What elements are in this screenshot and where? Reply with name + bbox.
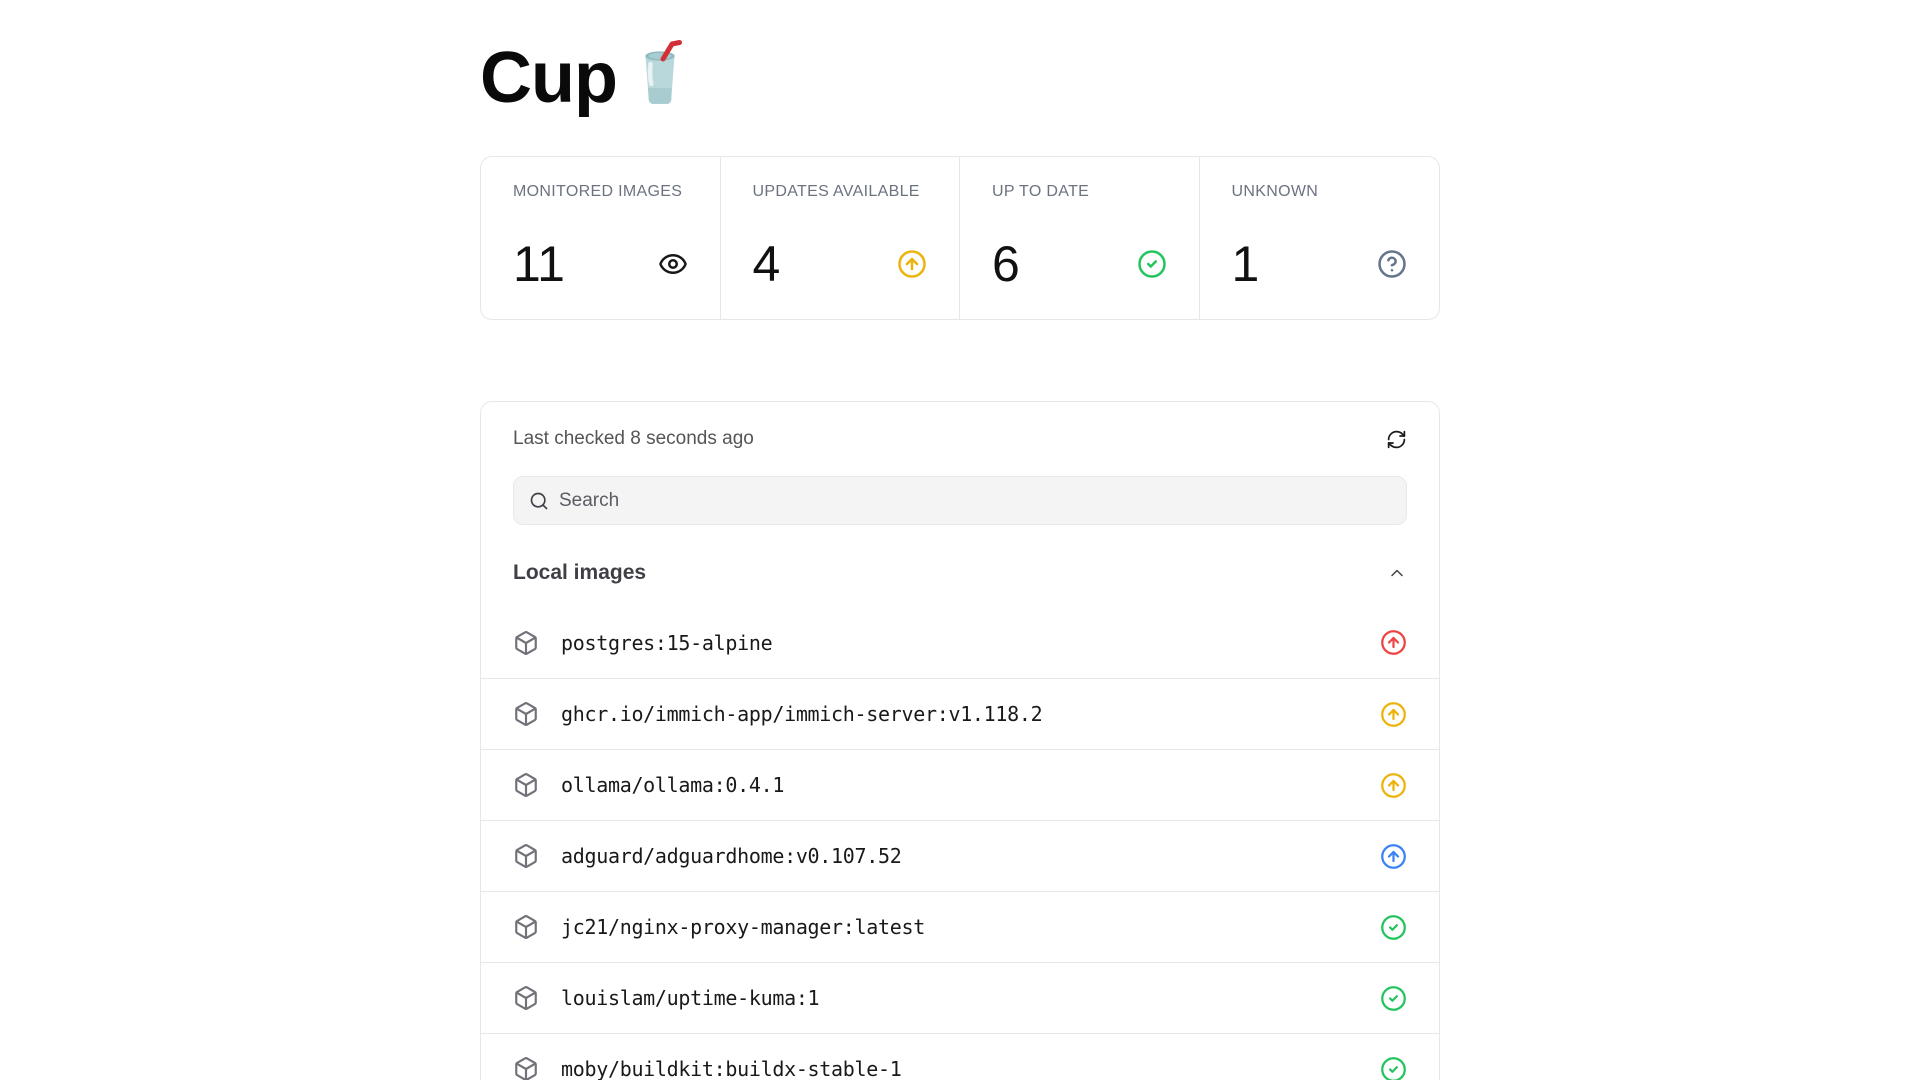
- list-item[interactable]: ghcr.io/immich-app/immich-server:v1.118.…: [481, 678, 1439, 749]
- stat-value: 4: [752, 236, 781, 292]
- search-input[interactable]: [559, 489, 1391, 512]
- stat-value: 11: [513, 236, 565, 292]
- box-icon: [515, 630, 537, 655]
- section-title: Local images: [513, 561, 647, 584]
- search-bar[interactable]: [513, 476, 1407, 525]
- page-header: Cup: [480, 38, 1440, 118]
- list-item[interactable]: louislam/uptime-kuma:1: [481, 962, 1439, 1033]
- circle-check-icon: [1137, 250, 1166, 278]
- image-name: ghcr.io/immich-app/immich-server:v1.118.…: [561, 702, 1043, 726]
- panel-header: Last checked 8 seconds ago: [481, 402, 1439, 450]
- stat-updates-available: UPDATES AVAILABLE 4: [721, 157, 960, 319]
- refresh-icon: [1387, 430, 1406, 448]
- image-name: jc21/nginx-proxy-manager:latest: [561, 915, 925, 939]
- circle-check-icon: [1381, 914, 1406, 940]
- image-name: moby/buildkit:buildx-stable-1: [561, 1057, 902, 1080]
- cup-with-straw-emoji: [645, 40, 682, 104]
- list-item[interactable]: moby/buildkit:buildx-stable-1: [481, 1033, 1439, 1080]
- app-title: Cup: [480, 38, 618, 118]
- stat-label: MONITORED IMAGES: [513, 183, 683, 200]
- circle-check-icon: [1381, 985, 1406, 1011]
- list-item[interactable]: ollama/ollama:0.4.1: [481, 749, 1439, 820]
- image-name: louislam/uptime-kuma:1: [561, 986, 820, 1010]
- image-name: postgres:15-alpine: [561, 630, 773, 655]
- images-panel: Last checked 8 seconds ago Local images …: [480, 401, 1440, 1080]
- list-item[interactable]: postgres:15-alpine: [481, 607, 1439, 678]
- stat-value: 6: [992, 236, 1020, 292]
- last-checked-text: Last checked 8 seconds ago: [513, 428, 754, 449]
- refresh-button[interactable]: [1386, 429, 1407, 450]
- box-icon: [515, 702, 537, 726]
- stat-unknown: UNKNOWN 1: [1200, 157, 1440, 319]
- list-item[interactable]: jc21/nginx-proxy-manager:latest: [481, 891, 1439, 962]
- eye-icon: [658, 254, 687, 274]
- image-name: ollama/ollama:0.4.1: [561, 773, 785, 797]
- box-icon: [515, 1057, 537, 1080]
- circle-arrow-up-icon: [1381, 772, 1406, 798]
- search-icon: [530, 492, 548, 509]
- circle-help-icon: [1378, 250, 1406, 278]
- chevron-up-icon: [1391, 569, 1403, 577]
- stat-up-to-date: UP TO DATE 6: [960, 157, 1200, 319]
- circle-arrow-up-icon: [1381, 630, 1406, 655]
- box-icon: [515, 773, 537, 797]
- circle-arrow-up-icon: [898, 250, 926, 278]
- box-icon: [515, 915, 537, 939]
- stat-label: UPDATES AVAILABLE: [752, 183, 920, 200]
- image-list: postgres:15-alpine ghcr.io/immich-app/im…: [481, 607, 1439, 1080]
- stat-label: UP TO DATE: [992, 183, 1090, 200]
- circle-arrow-up-icon: [1381, 701, 1406, 727]
- stat-monitored-images: MONITORED IMAGES 11: [481, 157, 721, 319]
- collapse-section-button[interactable]: [1387, 563, 1407, 583]
- stat-value: 1: [1231, 236, 1260, 292]
- circle-arrow-up-icon: [1381, 843, 1406, 869]
- image-name: adguard/adguardhome:v0.107.52: [561, 844, 902, 868]
- circle-check-icon: [1381, 1056, 1406, 1080]
- local-images-section-header: Local images: [513, 561, 1407, 607]
- list-item[interactable]: adguard/adguardhome:v0.107.52: [481, 820, 1439, 891]
- box-icon: [515, 986, 537, 1010]
- stat-label: UNKNOWN: [1231, 183, 1319, 200]
- stats-panel: MONITORED IMAGES 11 UPDATES AVAILABLE 4 …: [480, 156, 1440, 320]
- box-icon: [515, 844, 537, 868]
- page-container: Cup MONITORED IMAGES 11 UPDATES AVAILABL…: [480, 0, 1440, 1080]
